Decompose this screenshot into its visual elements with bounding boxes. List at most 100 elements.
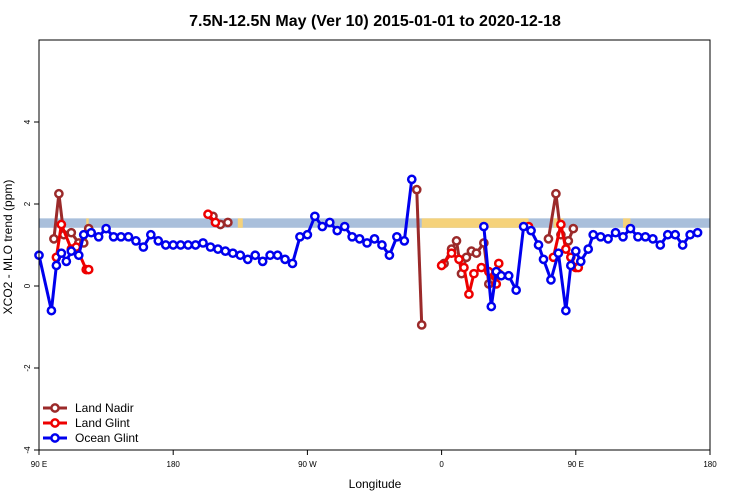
data-point <box>190 240 201 250</box>
data-point <box>168 240 179 250</box>
data-point <box>640 231 651 242</box>
series-line <box>415 189 424 326</box>
data-point <box>302 229 313 240</box>
data-point <box>570 246 581 256</box>
data-point <box>533 240 544 250</box>
legend-label: Land Glint <box>75 416 130 430</box>
data-point <box>272 250 283 261</box>
band-land-segment <box>623 218 631 228</box>
y-tick-label: 4 <box>23 119 32 124</box>
data-point <box>551 188 561 199</box>
series-layer <box>34 174 703 330</box>
y-tick-label: -4 <box>23 446 32 454</box>
data-point <box>354 234 365 244</box>
data-point <box>493 258 504 269</box>
x-tick-label: 180 <box>167 460 181 469</box>
data-point <box>210 217 221 228</box>
data-point <box>83 264 94 275</box>
data-point <box>610 227 621 238</box>
data-point <box>93 231 104 242</box>
data-point <box>561 305 571 316</box>
data-point <box>198 238 208 248</box>
y-tick-label: 2 <box>23 201 32 206</box>
legend-swatch-marker <box>50 433 60 443</box>
data-point <box>670 229 681 240</box>
data-point <box>66 246 77 256</box>
data-point <box>78 229 89 240</box>
data-point <box>108 231 119 242</box>
data-point <box>220 246 231 256</box>
data-point <box>369 234 380 244</box>
data-point <box>655 240 666 250</box>
legend-swatch-marker <box>50 403 60 413</box>
data-point <box>265 250 275 261</box>
y-axis-label: XCO2 - MLO trend (ppm) <box>1 180 15 315</box>
data-point <box>235 250 246 261</box>
data-point <box>625 223 636 234</box>
y-tick-label: 0 <box>23 283 32 288</box>
x-tick-label: 90 W <box>298 460 317 469</box>
legend-label: Land Nadir <box>75 401 134 415</box>
legend-swatch-marker <box>50 418 60 428</box>
data-point <box>101 223 111 234</box>
data-point <box>145 229 156 240</box>
data-point <box>392 231 402 242</box>
data-point <box>223 217 233 228</box>
data-point <box>561 244 571 254</box>
data-point <box>49 234 59 244</box>
data-point <box>464 289 474 300</box>
data-point <box>61 256 72 267</box>
data-point <box>478 221 489 232</box>
data-point <box>86 227 97 238</box>
data-point <box>588 229 599 240</box>
data-point <box>451 236 462 246</box>
data-point <box>160 240 171 250</box>
data-point <box>339 221 350 232</box>
band-land-segment <box>237 218 243 228</box>
data-point <box>123 231 134 242</box>
data-point <box>595 231 606 242</box>
series-line <box>37 179 414 311</box>
data-point <box>543 234 554 244</box>
data-point <box>454 254 464 265</box>
data-point <box>556 219 566 230</box>
data-point <box>317 221 328 232</box>
data-point <box>511 285 522 295</box>
data-point <box>227 248 238 259</box>
data-point <box>213 244 223 254</box>
data-point <box>242 254 253 265</box>
data-point <box>175 240 186 250</box>
data-point <box>476 262 487 273</box>
x-tick-label: 180 <box>703 460 717 469</box>
series-land-nadir <box>49 184 579 330</box>
data-point <box>324 217 335 228</box>
data-point <box>568 223 579 234</box>
data-point <box>546 275 556 285</box>
data-point <box>203 209 213 220</box>
y-tick-label: -2 <box>23 364 32 372</box>
data-point <box>685 229 695 240</box>
data-point <box>257 256 268 267</box>
data-point <box>406 174 417 185</box>
chart-title: 7.5N-12.5N May (Ver 10) 2015-01-01 to 20… <box>189 13 561 30</box>
data-point <box>205 242 216 252</box>
data-point <box>131 236 141 246</box>
data-point <box>411 184 422 195</box>
data-point <box>662 229 673 240</box>
data-point <box>538 254 549 265</box>
data-point <box>575 256 586 267</box>
band-land-segment <box>86 218 89 228</box>
data-point <box>347 231 357 242</box>
series-line <box>482 224 698 311</box>
x-tick-label: 90 E <box>31 460 47 469</box>
data-point <box>51 260 62 271</box>
data-point <box>384 250 395 261</box>
x-tick-label: 0 <box>439 460 444 469</box>
data-point <box>295 231 305 242</box>
data-point <box>469 268 479 279</box>
x-axis-label: Longitude <box>349 477 402 491</box>
data-point <box>633 231 643 242</box>
data-point <box>399 236 410 246</box>
data-point <box>287 258 298 269</box>
data-point <box>692 227 703 238</box>
